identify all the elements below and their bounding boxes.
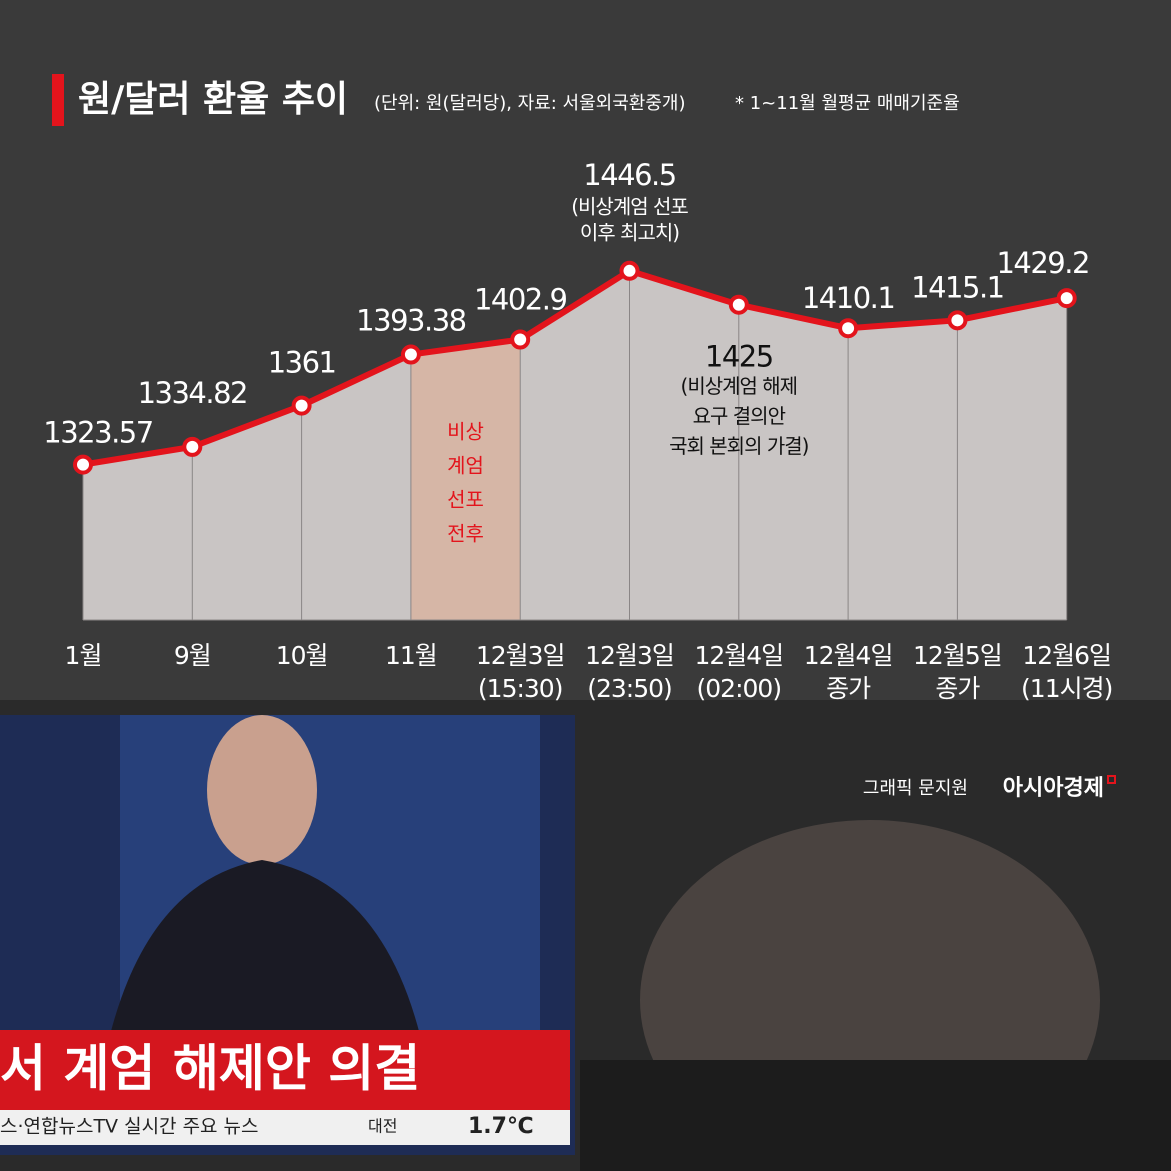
- point: [838, 318, 859, 339]
- point: [728, 294, 749, 315]
- highlight-label: 전후: [447, 522, 484, 546]
- point: [73, 454, 93, 475]
- value-label: 1410.1: [802, 281, 894, 315]
- footnote: * 1~11월 월평균 매매기준율: [735, 93, 960, 114]
- highlight-label: 계엄: [447, 454, 484, 478]
- area: [83, 270, 1067, 620]
- news-banner: [0, 1030, 570, 1110]
- value-label: 1361: [268, 346, 336, 380]
- title-marker: [52, 74, 64, 126]
- x-tick-label: (11시경): [1021, 674, 1112, 703]
- point: [510, 329, 531, 350]
- point: [1056, 288, 1077, 309]
- x-tick-label: 9월: [174, 641, 211, 670]
- weather-temp: 1.7℃: [468, 1114, 534, 1139]
- x-tick-label: 12월5일: [913, 641, 1002, 670]
- x-tick-label: (23:50): [587, 674, 672, 703]
- x-tick-label: 12월4일: [694, 641, 783, 670]
- value-label: 1425: [705, 340, 773, 374]
- annotation: (비상계엄 해제: [681, 374, 798, 398]
- x-tick-label: 1월: [65, 641, 102, 670]
- x-tick-label: 11월: [385, 641, 437, 670]
- x-tick-label: 종가: [826, 674, 871, 703]
- credit-label: 그래픽 문지원: [863, 778, 968, 799]
- value-label: 1402.9: [474, 283, 567, 317]
- point: [619, 260, 640, 281]
- annotation: (비상계엄 선포: [571, 194, 688, 218]
- value-label: 1415.1: [911, 270, 1003, 304]
- foreground: [580, 1060, 1171, 1171]
- x-tick-label: 종가: [935, 674, 980, 703]
- title: 원/달러 환율 추이: [78, 79, 348, 120]
- highlight-region: [410, 339, 521, 620]
- ticker-bar: [0, 1110, 570, 1145]
- credit-brand: 아시아경제: [1003, 776, 1104, 801]
- brand-mark: [1107, 775, 1116, 784]
- value-label: 1429.2: [996, 246, 1088, 280]
- weather-city: 대전: [368, 1117, 397, 1136]
- annotation: 요구 결의안: [693, 404, 786, 428]
- point: [291, 395, 312, 416]
- value-label: 1334.82: [138, 376, 247, 410]
- unit-note: (단위: 원(달러당), 자료: 서울외국환중개): [374, 93, 686, 114]
- x-tick-label: 12월3일: [585, 641, 674, 670]
- face: [207, 715, 317, 865]
- point: [947, 310, 968, 331]
- annotation: 이후 최고치): [580, 220, 679, 244]
- suit: [110, 860, 420, 1035]
- line: [82, 267, 1068, 468]
- value-label: 1393.38: [356, 304, 465, 338]
- x-tick-label: (15:30): [478, 674, 563, 703]
- photo: 서 계엄 해제안 의결 스·연합뉴스TV 실시간 주요 뉴스 대전 1.7℃: [0, 700, 1171, 1171]
- value-label: 1446.5: [583, 158, 675, 192]
- news-headline: 서 계엄 해제안 의결: [0, 1040, 420, 1098]
- x-tick-label: 12월4일: [804, 641, 893, 670]
- x-tick-label: 10월: [276, 641, 328, 670]
- news-ticker: 스·연합뉴스TV 실시간 주요 뉴스: [0, 1116, 259, 1138]
- x-tick-label: 12월6일: [1022, 641, 1111, 670]
- point: [400, 344, 421, 365]
- highlight-label: 선포: [447, 488, 484, 512]
- x-tick-label: (02:00): [697, 674, 782, 703]
- value-label: 1323.57: [43, 416, 152, 450]
- x-tick-label: 12월3일: [476, 641, 565, 670]
- highlight-label: 비상: [447, 420, 484, 444]
- annotation: 국회 본회의 가결): [669, 434, 809, 458]
- point: [182, 436, 203, 457]
